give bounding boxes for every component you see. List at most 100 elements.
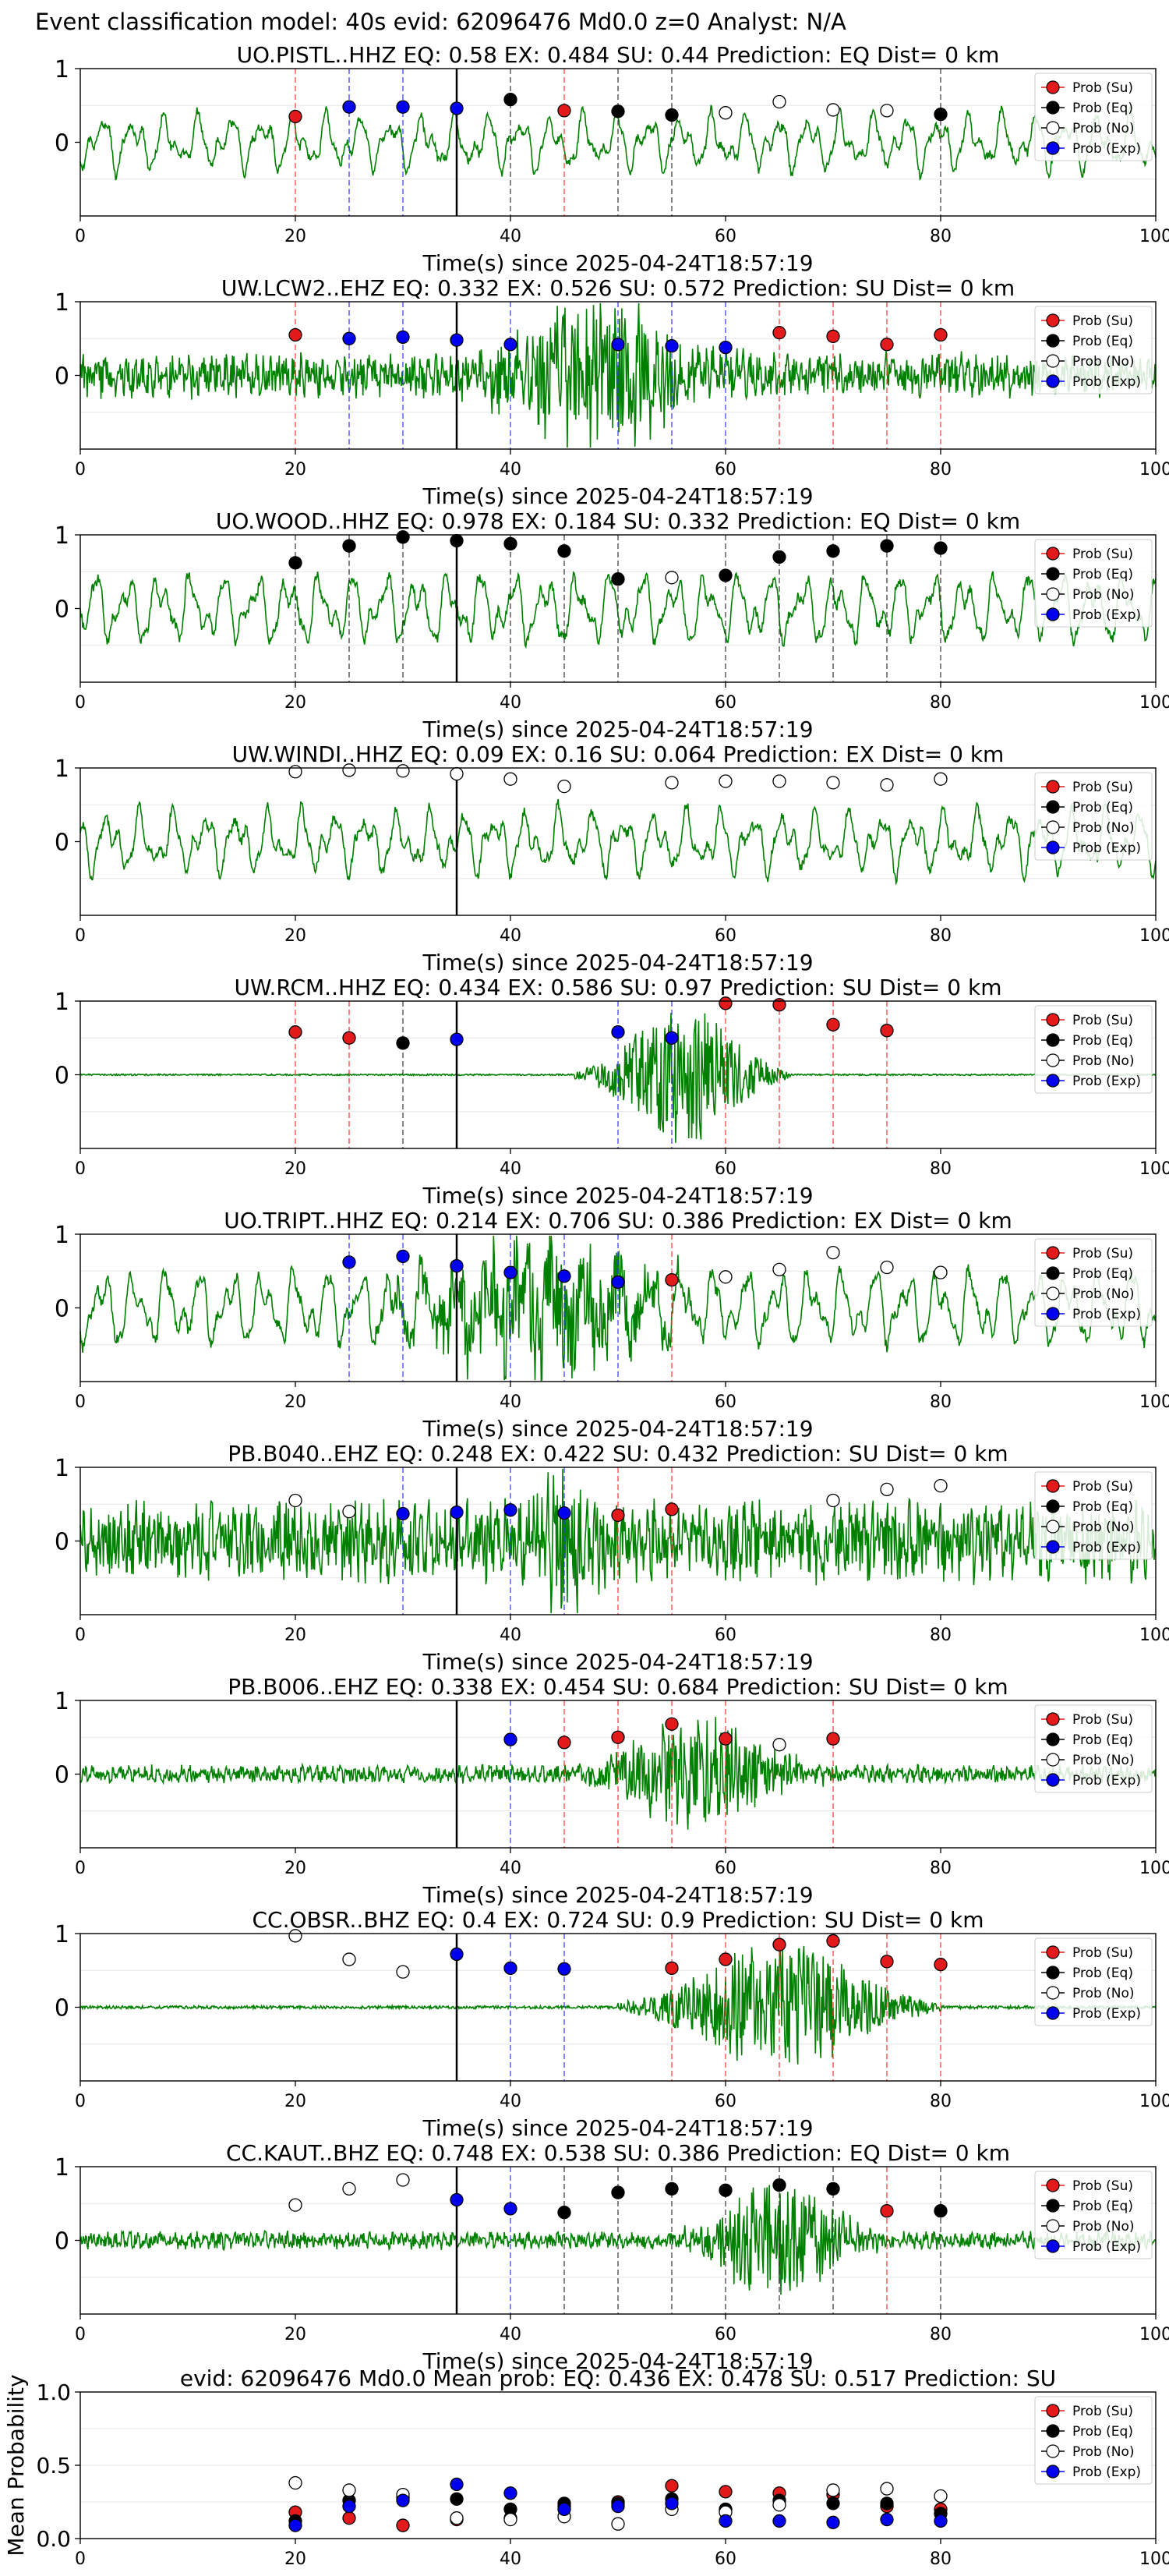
- x-tick-label: 0: [75, 2325, 86, 2344]
- prob-point-exp: [342, 331, 356, 345]
- prob-point-exp: [288, 2518, 302, 2532]
- prob-point-exp: [396, 1506, 410, 1521]
- legend-label-no: Prob (No): [1072, 820, 1135, 836]
- prob-point-no: [934, 1265, 948, 1279]
- prob-point-no: [342, 2181, 356, 2196]
- prob-point-eq: [450, 2492, 464, 2506]
- y-tick-label: 1: [55, 755, 69, 783]
- x-tick-label: 100: [1139, 227, 1169, 246]
- prob-point-no: [934, 1478, 948, 1493]
- x-axis-label: Time(s) since 2025-04-24T18:57:19: [422, 1183, 813, 1208]
- waveform-trace: [79, 798, 1157, 886]
- station-panel-2: 0 20 40 60 80 100 1 0 Time(s) since 2025-04-24T1…: [55, 275, 1169, 509]
- x-tick-label: 40: [500, 460, 521, 479]
- legend-marker-su: [1046, 80, 1060, 94]
- legend-marker-exp: [1046, 141, 1060, 155]
- prob-point-no: [826, 776, 840, 790]
- prob-point-exp: [719, 340, 733, 355]
- x-tick-label: 20: [284, 1159, 306, 1179]
- x-tick-label: 40: [500, 926, 521, 946]
- legend-marker-eq: [1046, 567, 1060, 581]
- legend-box: [1034, 73, 1153, 161]
- legend-marker-exp: [1046, 1540, 1060, 1554]
- legend-label-no: Prob (No): [1072, 587, 1135, 603]
- prob-point-eq: [611, 104, 625, 119]
- prob-point-su: [826, 1017, 840, 1031]
- x-tick-label: 60: [715, 1626, 736, 1645]
- x-tick-label: 100: [1139, 1159, 1169, 1179]
- legend-box: [1034, 1937, 1153, 2026]
- legend-label-eq: Prob (Eq): [1072, 1732, 1133, 1748]
- legend-marker-no: [1046, 1286, 1060, 1300]
- legend-box: [1034, 772, 1153, 861]
- prob-point-exp: [396, 330, 410, 345]
- prob-point-no: [557, 779, 571, 794]
- station-panel-10: 0 20 40 60 80 100 1 0 Time(s) since 2025-04-24T1…: [55, 2140, 1169, 2374]
- y-tick-label: 0: [55, 1529, 69, 1556]
- x-tick-label: 60: [715, 693, 736, 713]
- y-tick-label: 1: [55, 2154, 69, 2181]
- legend-label-no: Prob (No): [1072, 121, 1135, 136]
- legend-marker-su: [1046, 313, 1060, 327]
- prob-point-exp: [396, 100, 410, 114]
- x-tick-label: 80: [930, 227, 952, 246]
- prob-point-su: [288, 1025, 302, 1039]
- panel-title: evid: 62096476 Md0.0 Mean prob: EQ: 0.43…: [180, 2365, 1056, 2391]
- prob-point-exp: [450, 333, 464, 347]
- x-axis-label: Time(s) since 2025-04-24T18:57:19: [422, 1416, 813, 1442]
- legend-marker-su: [1046, 1013, 1060, 1027]
- x-tick-label: 80: [930, 2092, 952, 2111]
- x-tick-label: 20: [284, 460, 306, 479]
- prob-point-eq: [503, 536, 517, 550]
- prob-point-eq: [934, 541, 948, 555]
- station-panel-9: 0 20 40 60 80 100 1 0 Time(s) since 2025-04-24T1…: [55, 1907, 1169, 2141]
- prob-point-no: [396, 2173, 410, 2187]
- prob-point-su: [288, 327, 302, 342]
- x-tick-label: 100: [1139, 926, 1169, 946]
- prob-point-su: [665, 1717, 679, 1731]
- prob-point-eq: [665, 108, 679, 122]
- x-tick-label: 20: [284, 227, 306, 246]
- prob-point-no: [503, 772, 517, 786]
- y-tick-label: 1: [55, 1222, 69, 1249]
- prob-point-eq: [503, 93, 517, 107]
- legend-label-eq: Prob (Eq): [1072, 1266, 1133, 1282]
- prob-point-su: [772, 998, 786, 1012]
- prob-point-su: [557, 1736, 571, 1750]
- y-tick-label: 0: [55, 596, 69, 624]
- station-panel-3: 0 20 40 60 80 100 1 0 Time(s) since 2025-04-24T1…: [55, 508, 1169, 742]
- legend-marker-no: [1046, 121, 1060, 135]
- prob-point-exp: [665, 2496, 679, 2511]
- figure-title: Event classification model: 40s evid: 62…: [35, 9, 846, 35]
- prob-point-exp: [611, 1025, 625, 1039]
- prob-point-no: [342, 1952, 356, 1966]
- x-tick-label: 100: [1139, 693, 1169, 713]
- legend-marker-eq: [1046, 101, 1060, 115]
- legend-marker-exp: [1046, 1074, 1060, 1088]
- panel-title: PB.B040..EHZ EQ: 0.248 EX: 0.422 SU: 0.4…: [228, 1441, 1008, 1467]
- x-tick-label: 40: [500, 227, 521, 246]
- y-tick-label: 0: [55, 2228, 69, 2256]
- prob-point-no: [880, 1260, 894, 1275]
- prob-point-su: [342, 1031, 356, 1045]
- prob-point-exp: [450, 1947, 464, 1962]
- legend-label-exp: Prob (Exp): [1072, 2239, 1141, 2255]
- prob-point-eq: [880, 539, 894, 553]
- x-tick-label: 0: [75, 926, 86, 946]
- waveform-trace: [79, 1943, 1157, 2065]
- y-tick-label: 0: [55, 1296, 69, 1323]
- panel-title: PB.B006..EHZ EQ: 0.338 EX: 0.454 SU: 0.6…: [228, 1674, 1008, 1700]
- prob-point-eq: [396, 1036, 410, 1050]
- prob-point-no: [342, 763, 356, 777]
- legend-label-eq: Prob (Eq): [1072, 1499, 1133, 1515]
- legend-label-no: Prob (No): [1072, 1053, 1135, 1069]
- legend-label-no: Prob (No): [1072, 1753, 1135, 1768]
- prob-point-no: [934, 2489, 948, 2503]
- legend-marker-no: [1046, 820, 1060, 834]
- legend-label-eq: Prob (Eq): [1072, 2199, 1133, 2214]
- x-tick-label: 80: [930, 926, 952, 946]
- prob-point-exp: [342, 1255, 356, 1269]
- waveform-trace: [79, 1468, 1157, 1614]
- x-axis-label: Time(s) since 2025-04-24T18:57:19: [422, 2115, 813, 2141]
